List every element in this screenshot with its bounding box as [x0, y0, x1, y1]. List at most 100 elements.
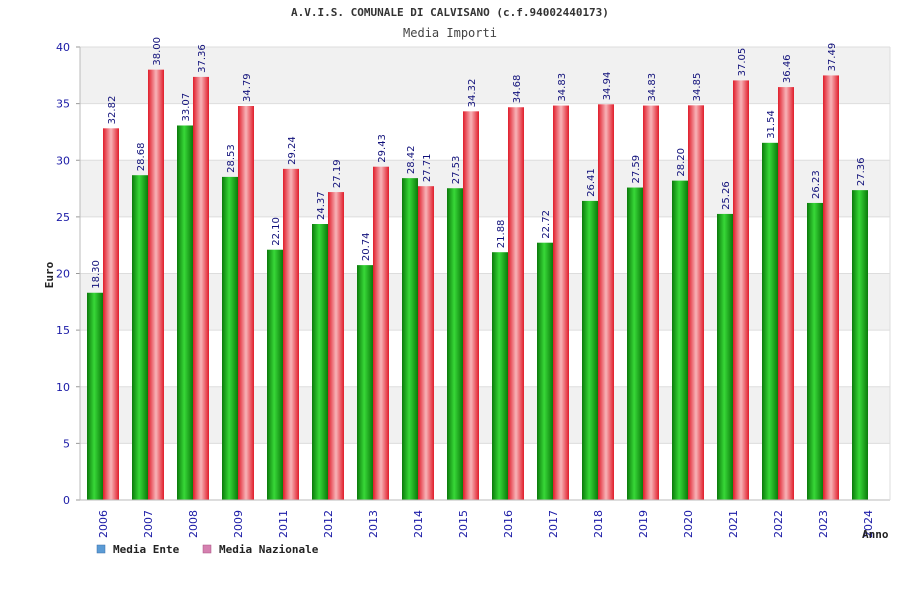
data-label-media-ente-2017: 22.72: [541, 210, 552, 239]
data-label-media-nazionale-2014: 27.71: [422, 154, 433, 183]
x-tick-label-2023: 2023: [817, 510, 830, 538]
chart-subtitle: Media Importi: [403, 26, 497, 40]
y-tick-label: 20: [56, 268, 70, 281]
bar-media-nazionale-2019: [643, 105, 659, 501]
x-tick-label-2016: 2016: [502, 510, 515, 538]
x-tick-label-2024: 2024: [862, 510, 875, 538]
bar-media-ente-2021: [717, 213, 733, 501]
data-label-media-ente-2012: 24.37: [316, 191, 327, 220]
data-label-media-ente-2007: 28.68: [136, 143, 147, 172]
data-label-media-ente-2009: 28.53: [226, 144, 237, 173]
y-tick-label: 10: [56, 381, 70, 394]
x-tick-label-2006: 2006: [97, 510, 110, 538]
legend-swatch-media-nazionale: [202, 544, 212, 554]
data-label-media-ente-2019: 27.59: [631, 155, 642, 184]
bar-media-nazionale-2013: [373, 166, 389, 500]
y-axis-label: Euro: [43, 261, 56, 288]
bar-media-ente-2023: [807, 202, 823, 500]
bar-media-nazionale-2022: [778, 87, 794, 500]
data-label-media-ente-2013: 20.74: [361, 232, 372, 261]
data-label-media-nazionale-2017: 34.83: [557, 73, 568, 102]
data-label-media-nazionale-2023: 37.49: [827, 43, 838, 72]
data-label-media-ente-2006: 18.30: [91, 260, 102, 289]
bar-media-nazionale-2014: [418, 186, 434, 500]
data-label-media-nazionale-2013: 29.43: [377, 134, 388, 163]
x-tick-label-2011: 2011: [277, 510, 290, 538]
data-label-media-ente-2024: 27.36: [856, 158, 867, 187]
legend-label-media-ente: Media Ente: [113, 543, 180, 556]
bar-media-nazionale-2009: [238, 106, 254, 501]
bar-media-nazionale-2016: [508, 107, 524, 501]
y-tick-label: 40: [56, 41, 70, 54]
bar-media-nazionale-2012: [328, 192, 344, 501]
bar-media-nazionale-2007: [148, 69, 164, 501]
data-label-media-ente-2018: 26.41: [586, 168, 597, 197]
chart-title: A.V.I.S. COMUNALE DI CALVISANO (c.f.9400…: [291, 6, 609, 19]
bar-media-ente-2020: [672, 180, 688, 500]
bar-media-ente-2018: [582, 200, 598, 501]
plot-band: [80, 330, 890, 387]
data-label-media-ente-2014: 28.42: [406, 146, 417, 175]
bar-media-nazionale-2021: [733, 80, 749, 500]
legend-label-media-nazionale: Media Nazionale: [219, 543, 319, 556]
data-label-media-nazionale-2016: 34.68: [512, 75, 523, 104]
x-axis-label: Anno: [862, 528, 889, 541]
data-label-media-nazionale-2022: 36.46: [782, 54, 793, 83]
plot-band: [80, 216, 890, 274]
bar-media-nazionale-2023: [823, 75, 839, 500]
x-tick-label-2018: 2018: [592, 510, 605, 538]
data-label-media-nazionale-2006: 32.82: [107, 96, 118, 125]
x-tick-label-2008: 2008: [187, 510, 200, 538]
bar-media-ente-2006: [87, 292, 103, 500]
y-tick-label: 5: [63, 437, 70, 450]
data-label-media-nazionale-2007: 38.00: [152, 37, 163, 66]
x-tick-label-2012: 2012: [322, 510, 335, 538]
bar-media-ente-2019: [627, 187, 643, 500]
x-tick-label-2009: 2009: [232, 510, 245, 538]
data-labels: 18.30 32.82 28.68 38.00 33.07 37.36 28.53 34.79…: [91, 37, 867, 289]
plot-band: [80, 443, 890, 500]
data-label-media-ente-2015: 27.53: [451, 156, 462, 185]
data-label-media-nazionale-2015: 34.32: [467, 79, 478, 108]
data-label-media-ente-2020: 28.20: [676, 148, 687, 177]
data-label-media-ente-2008: 33.07: [181, 93, 192, 122]
data-label-media-nazionale-2011: 29.24: [287, 136, 298, 165]
plot-background: [80, 47, 890, 500]
bar-media-ente-2022: [762, 142, 778, 500]
data-label-media-nazionale-2018: 34.94: [602, 72, 613, 101]
x-tick-label-2013: 2013: [367, 510, 380, 538]
bar-media-ente-2016: [492, 252, 508, 500]
bar-media-ente-2012: [312, 224, 328, 500]
y-tick-label: 30: [56, 154, 70, 167]
legend-swatch-media-ente: [96, 544, 106, 554]
x-tick-label-2015: 2015: [457, 510, 470, 538]
bar-media-ente-2008: [177, 125, 193, 501]
bar-media-ente-2011: [267, 249, 283, 500]
x-tick-label-2014: 2014: [412, 510, 425, 538]
bar-media-ente-2007: [132, 175, 148, 500]
x-tick-label-2007: 2007: [142, 510, 155, 538]
x-axis: 2006 2007 2008 2009 2011 2012 2013 2014 2015 2016…: [97, 510, 875, 538]
data-label-media-ente-2016: 21.88: [496, 220, 507, 249]
x-tick-label-2020: 2020: [682, 510, 695, 538]
y-tick-label: 0: [63, 494, 70, 507]
bar-media-nazionale-2006: [103, 128, 119, 500]
data-label-media-nazionale-2008: 37.36: [197, 44, 208, 73]
bars: [87, 69, 868, 501]
data-label-media-ente-2022: 31.54: [766, 110, 777, 139]
plot-band: [80, 103, 890, 161]
data-label-media-nazionale-2012: 27.19: [332, 159, 343, 188]
plot-band: [80, 273, 890, 331]
x-tick-label-2019: 2019: [637, 510, 650, 538]
y-tick-label: 15: [56, 324, 70, 337]
y-tick-label: 25: [56, 211, 70, 224]
bar-media-ente-2015: [447, 188, 463, 500]
bar-media-ente-2013: [357, 265, 373, 500]
bar-media-nazionale-2011: [283, 168, 299, 500]
y-tick-label: 35: [56, 98, 70, 111]
plot-band: [80, 47, 890, 104]
legend: Media Ente Media Nazionale: [96, 543, 319, 556]
data-label-media-ente-2021: 25.26: [721, 181, 732, 210]
plot-band: [80, 386, 890, 444]
